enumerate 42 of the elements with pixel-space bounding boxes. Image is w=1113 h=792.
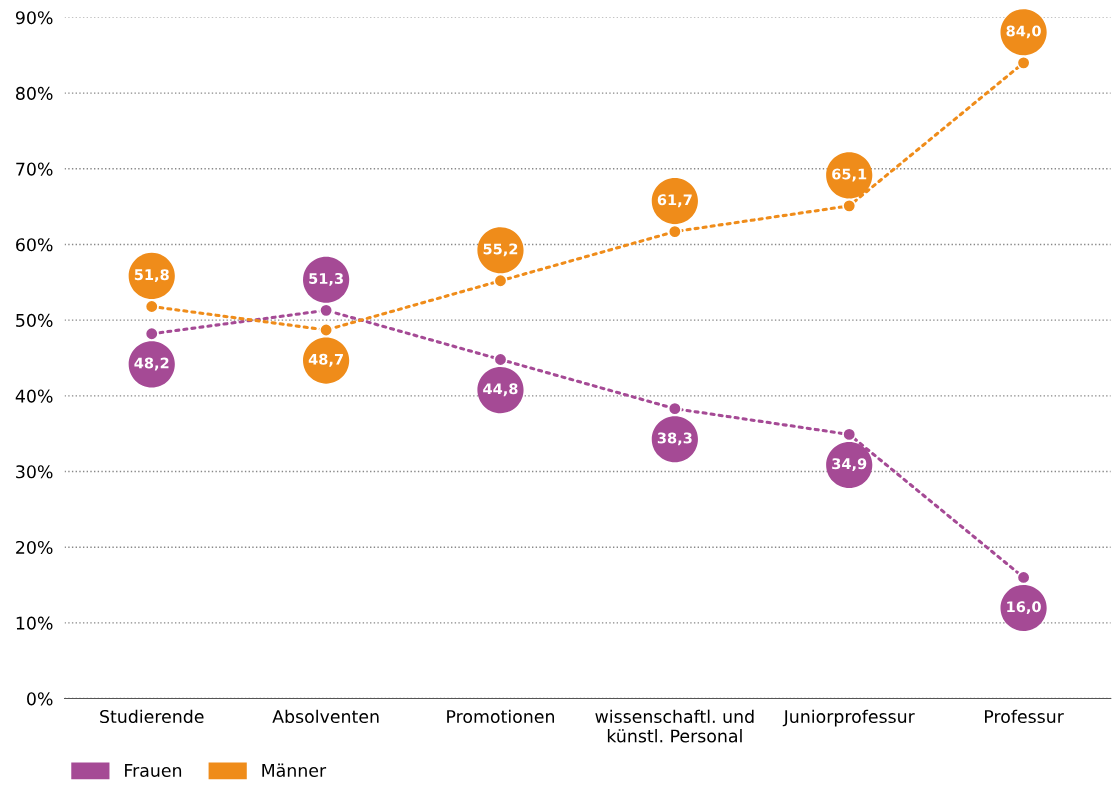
x-tick-label: wissenschaftl. und künstl. Personal <box>595 709 754 743</box>
y-tick-label: 10% <box>16 616 53 630</box>
y-tick-label: 80% <box>16 86 53 100</box>
x-tick-label: Professur <box>985 709 1064 724</box>
data-label: 34,9 <box>832 458 867 472</box>
point <box>319 303 334 318</box>
y-tick-label: 0% <box>27 692 53 706</box>
legend-label: Frauen <box>125 764 182 777</box>
y-tick-label: 70% <box>16 162 53 176</box>
data-label: 38,3 <box>657 432 692 446</box>
point <box>1016 55 1031 70</box>
point <box>1016 570 1031 585</box>
y-tick-label: 60% <box>16 238 53 252</box>
point <box>493 352 508 367</box>
point <box>493 273 508 288</box>
x-tick-label: Absolventen <box>272 709 379 724</box>
y-tick-label: 90% <box>15 11 53 25</box>
data-label: 48,2 <box>134 357 169 371</box>
data-label: 55,2 <box>483 243 518 257</box>
point <box>144 326 159 341</box>
data-label: 65,1 <box>832 168 867 182</box>
data-label: 16,0 <box>1007 601 1041 615</box>
point <box>144 299 159 314</box>
x-tick-label: Studierende <box>100 709 204 724</box>
data-label: 44,8 <box>483 383 518 397</box>
x-tick-label: Juniorprofessur <box>782 709 915 727</box>
point <box>319 322 334 338</box>
data-label: 84,0 <box>1006 25 1041 39</box>
y-tick-label: 30% <box>16 465 53 479</box>
x-tick-label: Promotionen <box>447 709 555 724</box>
data-label: 61,7 <box>657 194 692 208</box>
legend-label: Männer <box>262 763 327 777</box>
point <box>842 427 857 442</box>
y-tick-label: 50% <box>16 313 53 327</box>
y-tick-label: 40% <box>15 389 53 403</box>
data-label: 48,7 <box>308 353 343 367</box>
y-tick-label: 20% <box>16 540 53 555</box>
point <box>842 198 857 213</box>
point <box>667 401 682 416</box>
point <box>667 224 682 239</box>
data-label: 51,3 <box>309 272 343 286</box>
data-label: 51,8 <box>134 269 169 283</box>
